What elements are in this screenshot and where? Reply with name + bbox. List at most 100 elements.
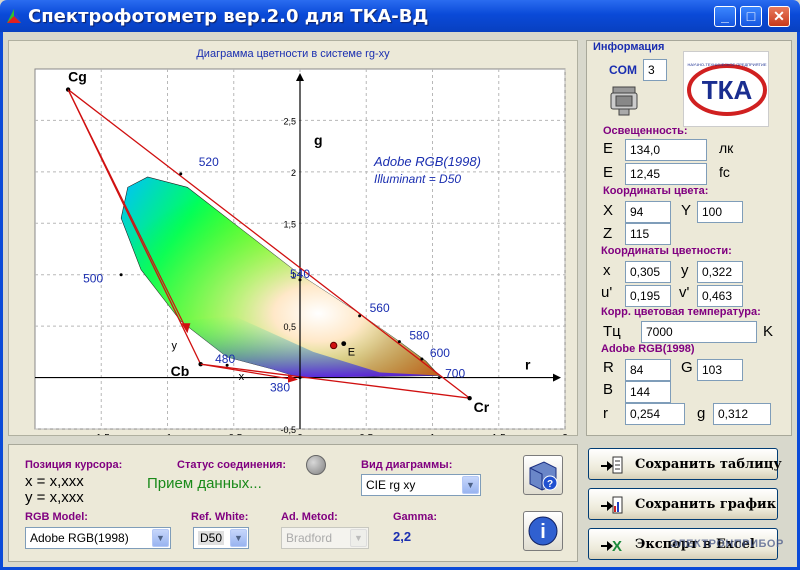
tick-labels: -1,5-1-0,500,511,52-0,50,511,522,5 (93, 116, 569, 435)
tc-label: Tц (603, 323, 621, 340)
help-book-icon: ? (529, 461, 558, 491)
minimize-button[interactable]: _ (714, 6, 736, 27)
chevron-down-icon[interactable]: ▼ (230, 529, 247, 547)
chromaticity-chart[interactable]: rg -1,5-1-0,500,511,52-0,50,511,522,5 Cg… (9, 41, 577, 435)
wavelength-label: 700 (445, 367, 465, 381)
close-button[interactable]: ✕ (768, 6, 790, 27)
y-tick-label: 0,5 (283, 322, 296, 332)
e-fc-label: E (603, 164, 614, 181)
B-label: B (603, 381, 614, 398)
locus-tick (298, 376, 302, 380)
g-axis-arrow (296, 73, 304, 81)
x-direction-line (200, 363, 295, 381)
wavelength-label: 520 (199, 155, 219, 169)
Y-label: Y (681, 202, 692, 219)
save-table-label: Сохранить таблицу (635, 457, 782, 472)
spectral-locus (120, 176, 440, 378)
wavelength-label: 560 (370, 301, 390, 315)
g-field[interactable]: 0,312 (713, 403, 771, 425)
R-field[interactable]: 84 (625, 359, 671, 381)
u-label: u' (601, 284, 613, 301)
info-panel: Информация COM 3 ТКА НАУЧНО-ТЕХНИЧЕСКОЕ … (586, 40, 792, 436)
white-point-label: E (348, 347, 355, 359)
info-button[interactable]: i (523, 511, 563, 551)
ref-white-label: Ref. White: (191, 511, 249, 523)
chevron-down-icon[interactable]: ▼ (350, 529, 367, 547)
measured-point (329, 341, 338, 350)
diagram-type-label: Вид диаграммы: (361, 459, 453, 471)
save-table-icon (601, 456, 623, 474)
G-field[interactable]: 103 (697, 359, 743, 381)
v-field[interactable]: 0,463 (697, 285, 743, 307)
chevron-down-icon[interactable]: ▼ (462, 476, 479, 494)
save-chart-button[interactable]: Сохранить график (588, 488, 778, 520)
wavelength-label: 480 (215, 352, 235, 366)
illuminance-label: Освещенность: (603, 125, 688, 137)
x-tick-label: -1 (163, 433, 172, 435)
export-excel-button[interactable]: X Экспорт в Excel (588, 528, 778, 560)
locus-tick (225, 363, 229, 367)
info-title: Информация (593, 41, 665, 53)
tka-logo: ТКА НАУЧНО-ТЕХНИЧЕСКОЕ ПРЕДПРИЯТИЕ (683, 51, 769, 127)
cursor-x-readout: x = x,xxx (25, 473, 84, 490)
com-port-icon (610, 86, 638, 116)
x-tick-label: 0,5 (359, 433, 373, 435)
help-book-button[interactable]: ? (523, 455, 563, 495)
g-label: g (697, 405, 706, 422)
G-label: G (681, 359, 693, 376)
illuminance-lux-field[interactable]: 134,0 (625, 139, 707, 161)
diagram-type-select[interactable]: CIE rg xy ▼ (361, 474, 481, 496)
maximize-button[interactable]: □ (740, 6, 762, 27)
x-direction-arrow (288, 374, 298, 383)
svg-text:X: X (612, 538, 622, 555)
gamma-label: Gamma: (393, 511, 438, 523)
save-table-button[interactable]: Сохранить таблицу (588, 448, 782, 480)
X-field[interactable]: 94 (625, 201, 671, 223)
ref-white-select[interactable]: D50 ▼ (193, 527, 249, 549)
wavelength-label: 600 (430, 346, 450, 360)
primary-point (65, 87, 71, 92)
x-tick-label: 1 (430, 433, 436, 435)
x-field[interactable]: 0,305 (625, 261, 671, 283)
kelvin-unit: K (763, 323, 774, 340)
locus-tick (298, 278, 302, 282)
r-field[interactable]: 0,254 (625, 403, 685, 425)
cct-field[interactable]: 7000 (641, 321, 757, 343)
Y-field[interactable]: 100 (697, 201, 743, 223)
x-tick-label: 1,5 (492, 433, 506, 435)
rgb-model-select[interactable]: Adobe RGB(1998) ▼ (25, 527, 171, 549)
color-coordinates-label: Координаты цвета: (603, 185, 709, 197)
connection-status-led (306, 455, 326, 475)
illuminance-fc-field[interactable]: 12,45 (625, 163, 707, 185)
chevron-down-icon[interactable]: ▼ (152, 529, 169, 547)
window-frame (0, 32, 800, 570)
B-field[interactable]: 144 (625, 381, 671, 403)
r-axis-label: r (525, 357, 531, 373)
com-port-field[interactable]: 3 (643, 59, 667, 81)
cct-label: Корр. цветовая температура: (601, 306, 761, 318)
X-label: X (603, 202, 614, 219)
y-field[interactable]: 0,322 (697, 261, 743, 283)
primaries-triangle: Cg Cb Cr x y (65, 69, 490, 415)
svg-text:?: ? (547, 479, 553, 490)
annotation-line2: Illuminant = D50 (374, 172, 461, 186)
ad-method-select[interactable]: Bradford ▼ (281, 527, 369, 549)
primary-label: Cg (68, 69, 87, 85)
axes: rg (35, 73, 561, 429)
com-label: COM (609, 63, 637, 77)
title-bar[interactable]: Спектрофотометр вер.2.0 для ТКА-ВД _ □ ✕ (0, 0, 800, 32)
primary-point (467, 395, 472, 401)
u-field[interactable]: 0,195 (625, 285, 671, 307)
chart-title: Диаграмма цветности в системе rg-xy (196, 48, 390, 60)
g-axis-label: g (314, 132, 323, 148)
white-point (341, 341, 347, 347)
Z-field[interactable]: 115 (625, 223, 671, 245)
svg-text:i: i (540, 521, 546, 543)
v-label: v' (679, 284, 690, 301)
locus-tick (420, 357, 424, 361)
locus-tick (397, 340, 401, 344)
Z-label: Z (603, 225, 613, 242)
r-label: r (603, 405, 608, 422)
connection-status-label: Статус соединения: (177, 459, 287, 471)
